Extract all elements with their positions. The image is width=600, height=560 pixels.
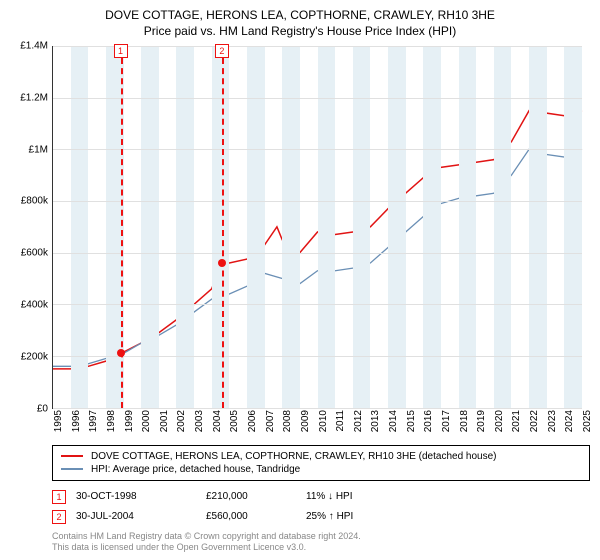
y-axis-label: £0 — [8, 403, 48, 414]
txn-delta: 25% ↑ HPI — [306, 511, 426, 522]
x-axis-label: 2006 — [247, 410, 258, 432]
x-axis-label: 2003 — [194, 410, 205, 432]
year-band — [282, 46, 300, 408]
title-sub: Price paid vs. HM Land Registry's House … — [10, 24, 590, 38]
x-axis-label: 2008 — [282, 410, 293, 432]
gridline — [53, 149, 582, 150]
y-axis-label: £1M — [8, 144, 48, 155]
table-row: 1 30-OCT-1998 £210,000 11% ↓ HPI — [52, 487, 590, 507]
txn-date: 30-OCT-1998 — [76, 491, 206, 502]
gridline — [53, 356, 582, 357]
gridline — [53, 98, 582, 99]
footer: Contains HM Land Registry data © Crown c… — [52, 531, 590, 554]
x-axis-label: 2021 — [511, 410, 522, 432]
x-axis-label: 2005 — [229, 410, 240, 432]
txn-marker: 2 — [52, 510, 66, 524]
x-axis-label: 1997 — [88, 410, 99, 432]
legend-label: HPI: Average price, detached house, Tand… — [91, 464, 300, 475]
year-band — [247, 46, 265, 408]
x-axis-label: 2025 — [582, 410, 593, 432]
table-row: 2 30-JUL-2004 £560,000 25% ↑ HPI — [52, 507, 590, 527]
chart-area: 1995 1996 1997 1998 1999 2000 2001 2002 2003 2004… — [10, 46, 590, 439]
txn-marker: 1 — [52, 490, 66, 504]
x-axis-label: 2017 — [441, 410, 452, 432]
x-axis-label: 2014 — [388, 410, 399, 432]
chart-container: DOVE COTTAGE, HERONS LEA, COPTHORNE, CRA… — [0, 0, 600, 560]
legend-label: DOVE COTTAGE, HERONS LEA, COPTHORNE, CRA… — [91, 451, 497, 462]
marker-badge: 2 — [215, 44, 229, 58]
gridline — [53, 46, 582, 47]
x-axis-label: 2020 — [494, 410, 505, 432]
y-axis-label: £200k — [8, 351, 48, 362]
txn-delta: 11% ↓ HPI — [306, 491, 426, 502]
year-band — [353, 46, 371, 408]
footer-line: Contains HM Land Registry data © Crown c… — [52, 531, 590, 543]
marker-dot — [117, 349, 125, 357]
x-axis-label: 2011 — [335, 410, 346, 432]
year-band — [564, 46, 582, 408]
marker-badge: 1 — [114, 44, 128, 58]
title-main: DOVE COTTAGE, HERONS LEA, COPTHORNE, CRA… — [10, 8, 590, 22]
gridline — [53, 201, 582, 202]
gridline — [53, 253, 582, 254]
year-band — [71, 46, 89, 408]
x-axis-label: 1996 — [71, 410, 82, 432]
x-axis-label: 2007 — [265, 410, 276, 432]
y-axis-label: £800k — [8, 196, 48, 207]
txn-price: £210,000 — [206, 491, 306, 502]
x-axis-label: 2023 — [547, 410, 558, 432]
gridline — [53, 304, 582, 305]
year-band — [388, 46, 406, 408]
y-axis-label: £600k — [8, 248, 48, 259]
legend-item: HPI: Average price, detached house, Tand… — [61, 463, 581, 476]
year-band — [459, 46, 477, 408]
year-band — [212, 46, 230, 408]
y-axis-label: £1.4M — [8, 41, 48, 52]
year-band — [176, 46, 194, 408]
legend-item: DOVE COTTAGE, HERONS LEA, COPTHORNE, CRA… — [61, 450, 581, 463]
title-block: DOVE COTTAGE, HERONS LEA, COPTHORNE, CRA… — [10, 8, 590, 38]
x-axis-label: 2016 — [423, 410, 434, 432]
x-axis-label: 2010 — [318, 410, 329, 432]
legend-swatch — [61, 468, 83, 470]
marker-line — [222, 58, 224, 408]
x-axis-label: 2013 — [370, 410, 381, 432]
x-axis-label: 2012 — [353, 410, 364, 432]
x-axis-label: 2000 — [141, 410, 152, 432]
x-axis-label: 1995 — [53, 410, 64, 432]
x-axis-label: 2019 — [476, 410, 487, 432]
legend-swatch — [61, 455, 83, 457]
x-axis-label: 2001 — [159, 410, 170, 432]
x-axis-label: 2002 — [176, 410, 187, 432]
x-axis-label: 2024 — [564, 410, 575, 432]
x-axis-label: 2022 — [529, 410, 540, 432]
year-band — [318, 46, 336, 408]
txn-price: £560,000 — [206, 511, 306, 522]
x-axis-label: 2018 — [459, 410, 470, 432]
x-axis-label: 2004 — [212, 410, 223, 432]
year-band — [141, 46, 159, 408]
y-axis-label: £1.2M — [8, 92, 48, 103]
txn-date: 30-JUL-2004 — [76, 511, 206, 522]
legend: DOVE COTTAGE, HERONS LEA, COPTHORNE, CRA… — [52, 445, 590, 481]
footer-line: This data is licensed under the Open Gov… — [52, 542, 590, 554]
year-band — [494, 46, 512, 408]
year-band — [529, 46, 547, 408]
x-axis-label: 1999 — [124, 410, 135, 432]
plot: 1995199619971998199920002001200220032004… — [52, 46, 582, 409]
year-band — [423, 46, 441, 408]
x-axis-label: 1998 — [106, 410, 117, 432]
y-axis-label: £400k — [8, 300, 48, 311]
marker-dot — [218, 259, 226, 267]
gridline — [53, 408, 582, 409]
x-axis-label: 2015 — [406, 410, 417, 432]
transaction-table: 1 30-OCT-1998 £210,000 11% ↓ HPI 2 30-JU… — [52, 487, 590, 527]
x-axis-label: 2009 — [300, 410, 311, 432]
